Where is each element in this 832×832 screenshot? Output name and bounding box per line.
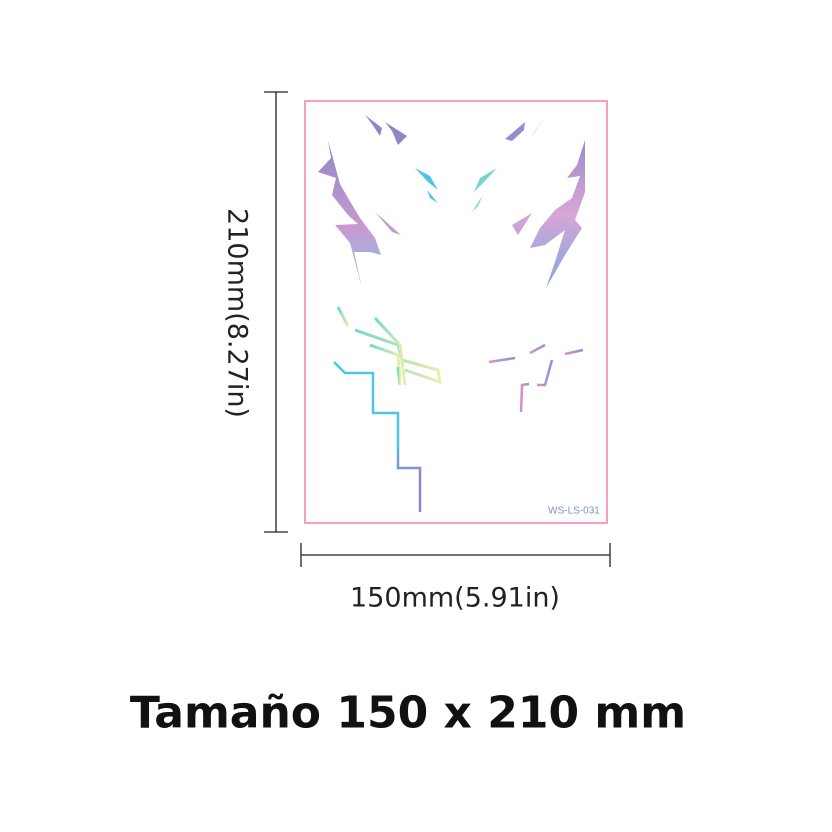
decal-center-right bbox=[472, 168, 497, 212]
sheet-border bbox=[304, 100, 608, 524]
size-title: Tamaño 150 x 210 mm bbox=[129, 687, 687, 739]
product-code-label: WS-LS-031 bbox=[548, 505, 600, 517]
decal-center-left bbox=[415, 168, 438, 203]
decal-lines-left bbox=[336, 306, 442, 386]
decal-wing-top-left bbox=[365, 115, 407, 145]
decal-flame-right bbox=[512, 140, 585, 288]
width-dimension-line bbox=[300, 543, 611, 567]
decal-stair-line bbox=[333, 361, 422, 512]
height-dimension-line bbox=[264, 91, 288, 533]
decal-wing-top-right bbox=[505, 115, 546, 141]
decal-lines-right bbox=[488, 343, 584, 413]
width-label: 150mm(5.91in) bbox=[350, 582, 560, 614]
height-label: 210mm(8.27in) bbox=[221, 208, 253, 418]
